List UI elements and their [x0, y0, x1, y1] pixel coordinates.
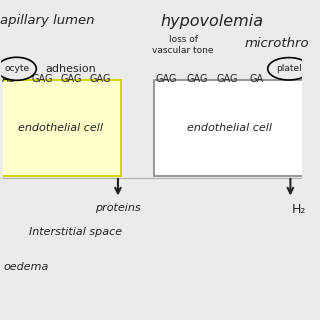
Text: Interstitial space: Interstitial space [29, 227, 122, 237]
Text: endothelial cell: endothelial cell [188, 123, 272, 133]
Text: GAG: GAG [216, 74, 238, 84]
Text: GAG: GAG [156, 74, 177, 84]
Text: loss of
vascular tone: loss of vascular tone [152, 35, 214, 55]
Text: proteins: proteins [95, 203, 141, 213]
Text: GAG: GAG [186, 74, 208, 84]
Text: platel: platel [276, 64, 302, 73]
Text: H₂: H₂ [292, 203, 306, 216]
Bar [0, 80, 121, 176]
Ellipse shape [268, 58, 310, 80]
Text: oedema: oedema [3, 262, 48, 272]
Bar [154, 80, 306, 176]
Text: GAG: GAG [32, 74, 53, 84]
Text: ocyte: ocyte [4, 64, 29, 73]
Text: endothelial cell: endothelial cell [18, 123, 103, 133]
Text: adhesion: adhesion [45, 64, 96, 74]
Text: hypovolemia: hypovolemia [160, 14, 263, 29]
Text: microthro: microthro [245, 37, 310, 50]
Text: AG: AG [2, 74, 15, 84]
Ellipse shape [0, 57, 36, 80]
Text: apillary lumen: apillary lumen [0, 14, 94, 28]
Text: GA: GA [250, 74, 264, 84]
Text: GAG: GAG [60, 74, 82, 84]
Text: GAG: GAG [89, 74, 111, 84]
